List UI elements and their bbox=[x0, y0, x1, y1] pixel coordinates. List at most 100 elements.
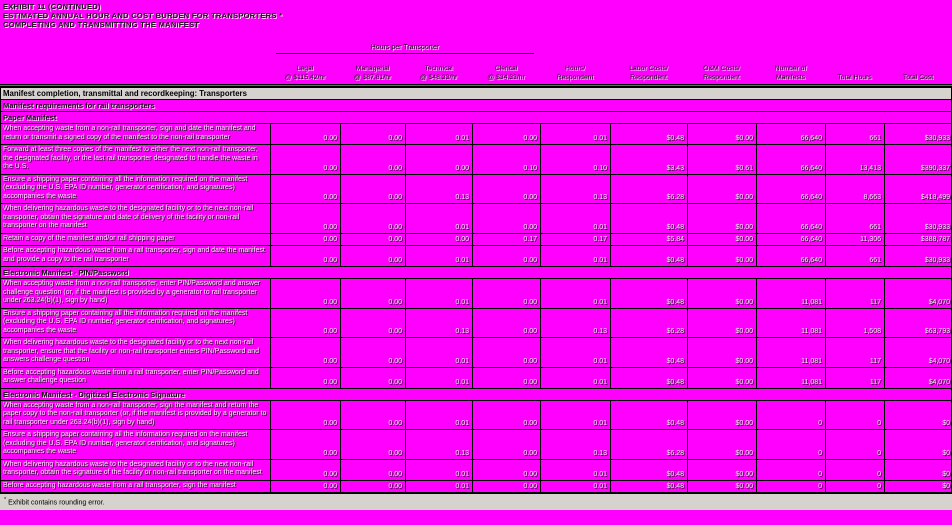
column-header bbox=[0, 54, 270, 84]
data-cell: $0.00 bbox=[688, 204, 757, 233]
data-cell: $0.00 bbox=[688, 124, 757, 144]
data-cell: 0.00 bbox=[271, 246, 341, 266]
data-cell: 0.00 bbox=[341, 480, 406, 492]
column-header-line: Respondent bbox=[556, 73, 594, 81]
row-description: Ensure a shipping paper containing all t… bbox=[1, 174, 271, 203]
data-cell: 0.01 bbox=[541, 204, 611, 233]
table-row: Ensure a shipping paper containing all t… bbox=[1, 174, 951, 204]
data-cell: $6.28 bbox=[611, 174, 688, 203]
data-cell: 66,640 bbox=[757, 124, 826, 144]
column-headers: Legal @ $115.42/hr Managerial @ $87.81/hr Te… bbox=[0, 54, 952, 85]
data-cell: $30,933 bbox=[924, 135, 950, 142]
footnote-text: Exhibit contains rounding error. bbox=[8, 499, 105, 507]
data-cell: 0.01 bbox=[406, 204, 473, 233]
data-cell: 0.00 bbox=[271, 459, 341, 480]
column-header: Technical @ $48.33/hr bbox=[405, 54, 472, 84]
column-header-line: Clerical bbox=[494, 65, 518, 72]
column-header: Number of Manifests bbox=[756, 54, 825, 84]
data-cell: 0.00 bbox=[271, 174, 341, 203]
data-cell: $0.00 bbox=[688, 480, 757, 492]
table-row: Forward at least three copies of the man… bbox=[1, 145, 951, 175]
data-cell: $0.48 bbox=[611, 459, 688, 480]
data-cell: $0.61 bbox=[688, 145, 757, 174]
data-cell: 0.00 bbox=[341, 279, 406, 308]
data-cell: $0.00 bbox=[688, 430, 757, 459]
data-cell: 661 bbox=[826, 124, 885, 144]
table-row: When accepting waste from a non-rail tra… bbox=[1, 279, 951, 309]
data-cell: $0 bbox=[942, 449, 950, 457]
data-cell: 0.01 bbox=[541, 279, 611, 308]
data-cell: $0.48 bbox=[611, 338, 688, 367]
data-cell: 11,081 bbox=[757, 338, 826, 367]
data-cell: 0.00 bbox=[473, 400, 541, 429]
row-description: Forward at least three copies of the man… bbox=[1, 145, 271, 174]
data-cell: $3.43 bbox=[611, 145, 688, 174]
data-cell: 0.00 bbox=[473, 174, 541, 203]
table-row: Ensure a shipping paper containing all t… bbox=[1, 430, 951, 460]
column-header: O&M Costs/Respondent bbox=[687, 54, 756, 84]
data-cell: $6.28 bbox=[611, 308, 688, 337]
data-cell: 0.00 bbox=[271, 480, 341, 492]
row-description: When delivering hazardous waste to the d… bbox=[1, 338, 271, 367]
column-header-line: Total Hours bbox=[837, 73, 872, 81]
row-description: When accepting waste from a non-rail tra… bbox=[1, 124, 271, 144]
data-cell: 661 bbox=[826, 204, 885, 233]
table-row: When accepting waste from a non-rail tra… bbox=[1, 400, 951, 430]
data-cell: $0.48 bbox=[611, 246, 688, 266]
data-cell: 0.00 bbox=[473, 459, 541, 480]
data-cell: 0.00 bbox=[473, 480, 541, 492]
exhibit-subtitle: COMPLETING AND TRANSMITTING THE MANIFEST bbox=[3, 20, 200, 29]
exhibit-title: ESTIMATED ANNUAL HOUR AND COST BURDEN FO… bbox=[3, 11, 283, 20]
data-cell: 0.00 bbox=[341, 145, 406, 174]
table-row: When delivering hazardous waste to the d… bbox=[1, 204, 951, 234]
column-header: Clerical @ $34.33/hr bbox=[472, 54, 540, 84]
data-cell: 661 bbox=[826, 246, 885, 266]
data-cell: 66,640 bbox=[757, 145, 826, 174]
data-cell: $0.00 bbox=[688, 367, 757, 388]
data-cell: 11,081 bbox=[757, 279, 826, 308]
data-cell: 1,508 bbox=[826, 308, 885, 337]
data-cell: 117 bbox=[826, 367, 885, 388]
data-cell: 0.00 bbox=[271, 279, 341, 308]
data-cell: $0.00 bbox=[688, 308, 757, 337]
data-cell: 0.01 bbox=[541, 459, 611, 480]
data-cell: 0 bbox=[757, 459, 826, 480]
data-cell: 0.00 bbox=[473, 367, 541, 388]
column-header-line: Number of bbox=[774, 65, 807, 72]
footnote-asterisk: * bbox=[4, 497, 7, 503]
column-header-line: Respondent bbox=[630, 73, 667, 81]
data-cell: 0.00 bbox=[271, 367, 341, 388]
data-cell: 13,413 bbox=[826, 145, 885, 174]
data-cell: 0.01 bbox=[406, 367, 473, 388]
data-cell: 0.00 bbox=[341, 233, 406, 245]
data-cell: 11,306 bbox=[826, 233, 885, 245]
data-cell: $30,933 bbox=[924, 257, 950, 264]
row-description: Before accepting hazardous waste from a … bbox=[1, 246, 271, 266]
table-subband: Manifest requirements for rail transport… bbox=[1, 100, 951, 112]
data-cell: $0.48 bbox=[611, 204, 688, 233]
data-cell: 11,081 bbox=[757, 308, 826, 337]
table-row: Before accepting hazardous waste from a … bbox=[1, 480, 951, 492]
data-cell: $0.48 bbox=[611, 279, 688, 308]
row-description: Before accepting hazardous waste from a … bbox=[1, 367, 271, 388]
data-cell: 0.00 bbox=[271, 233, 341, 245]
row-description: Retain a copy of the manifest and/or rai… bbox=[1, 233, 271, 245]
burden-table: Manifest completion, transmittal and rec… bbox=[0, 86, 952, 493]
data-cell: 0.01 bbox=[541, 400, 611, 429]
data-cell: 0.01 bbox=[541, 367, 611, 388]
data-cell: 0.00 bbox=[271, 204, 341, 233]
data-cell: $4,070 bbox=[928, 378, 950, 386]
column-header: Legal @ $115.42/hr bbox=[270, 54, 340, 84]
row-description: Ensure a shipping paper containing all t… bbox=[1, 430, 271, 459]
column-header-line: @ $34.33/hr bbox=[487, 73, 525, 81]
data-cell: 0.00 bbox=[406, 145, 473, 174]
column-header: Labor Costs/Respondent bbox=[610, 54, 687, 84]
row-description: Ensure a shipping paper containing all t… bbox=[1, 308, 271, 337]
data-cell: $0 bbox=[942, 483, 950, 490]
column-header-line: Managerial bbox=[355, 65, 390, 72]
data-cell: 0 bbox=[757, 430, 826, 459]
column-header-line: Total Cost bbox=[902, 73, 934, 81]
column-header: Total Cost bbox=[884, 54, 952, 84]
data-cell: 0.00 bbox=[271, 145, 341, 174]
data-cell: 0.00 bbox=[271, 338, 341, 367]
